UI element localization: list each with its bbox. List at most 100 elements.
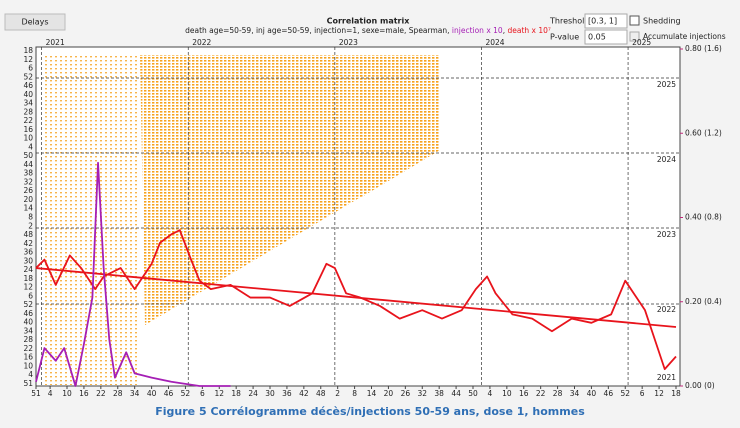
threshold-label: Threshold [549,17,589,26]
week-label: 40 [23,318,33,327]
x-tick-label: 6 [640,389,645,398]
matrix-year: 2025 [657,80,676,89]
x-tick-label: 16 [519,389,529,398]
accumulate-checkbox[interactable] [629,31,640,42]
x-tick-label: 4 [48,389,53,398]
series-line [35,229,677,371]
shedding-checkbox[interactable] [629,15,640,26]
x-tick-label: 20 [384,389,394,398]
y-tick-label: 0.60 (1.2) [685,128,722,137]
subtitle-sep: , [503,26,508,35]
year-label: 2025 [632,38,651,47]
week-label: 10 [23,134,33,143]
y-tick-label: 0.20 (0.4) [685,297,722,306]
week-label: 42 [23,239,33,248]
week-label: 36 [23,248,33,257]
x-tick-label: 28 [553,389,563,398]
week-label: 48 [23,230,33,239]
week-label: 20 [23,195,33,204]
week-label: 28 [23,335,33,344]
x-tick-label: 48 [316,389,326,398]
y-tick-label: 0.40 (0.8) [685,213,722,222]
y-tick-label: 0.00 (0) [685,381,715,390]
heatmap-dense-2 [360,58,440,198]
x-tick-label: 52 [620,389,630,398]
y-tick-label: 0.80 (1.6) [685,44,722,53]
week-label: 52 [23,72,33,81]
subtitle-text: death age=50-59, inj age=50-59, injectio… [185,26,452,35]
x-tick-label: 8 [352,389,357,398]
week-label: 14 [23,204,33,213]
week-label: 34 [23,326,33,335]
year-label: 2021 [46,38,65,47]
series-line [35,267,677,328]
matrix-year: 2022 [657,305,676,314]
x-tick-label: 10 [502,389,512,398]
week-label: 6 [28,64,33,73]
shedding-label: Shedding [643,17,681,26]
week-label: 26 [23,186,33,195]
x-tick-label: 2 [335,389,340,398]
pvalue-label: P-value [550,33,579,42]
week-label: 52 [23,300,33,309]
x-tick-label: 10 [62,389,72,398]
x-tick-label: 52 [181,389,191,398]
pvalue-value: 0.05 [588,33,606,42]
x-tick-label: 46 [164,389,174,398]
x-tick-label: 6 [200,389,205,398]
week-label: 8 [28,213,33,222]
x-tick-label: 16 [79,389,89,398]
x-tick-label: 42 [299,389,309,398]
delays-button[interactable] [4,13,66,31]
matrix-year: 2021 [657,373,676,382]
year-label: 2022 [192,38,211,47]
week-label: 16 [23,353,33,362]
week-label: 6 [28,291,33,300]
threshold-select[interactable] [584,13,628,29]
x-tick-label: 26 [401,389,411,398]
x-tick-label: 24 [248,389,258,398]
year-label: 2023 [339,38,358,47]
week-label: 34 [23,99,33,108]
x-tick-label: 34 [570,389,580,398]
week-label: 38 [23,169,33,178]
caption: Figure 5 Corrélogramme décès/injections … [155,405,585,418]
week-label: 18 [23,274,33,283]
x-tick-label: 30 [265,389,275,398]
matrix-year: 2023 [657,230,676,239]
week-label: 46 [23,81,33,90]
x-tick-label: 22 [96,389,106,398]
week-label: 4 [28,370,33,379]
week-label: 2 [28,221,33,230]
week-label: 44 [23,160,33,169]
week-label: 22 [23,116,33,125]
matrix-year: 2024 [657,155,676,164]
week-label: 12 [23,283,33,292]
x-tick-label: 14 [367,389,377,398]
week-label: 50 [23,151,33,160]
week-label: 28 [23,107,33,116]
x-tick-label: 32 [417,389,427,398]
x-tick-label: 40 [587,389,597,398]
x-tick-label: 36 [282,389,292,398]
x-tick-label: 44 [451,389,461,398]
chart-title: Correlation matrix [327,17,411,26]
x-tick-label: 12 [214,389,224,398]
pvalue-select[interactable] [584,29,628,45]
threshold-value: [0.3, 1] [588,17,617,26]
x-tick-label: 18 [231,389,241,398]
subtitle-death: death x 10⁷ [507,26,550,35]
week-label: 16 [23,125,33,134]
accumulate-label: Accumulate injections [643,32,726,41]
week-label: 22 [23,344,33,353]
x-tick-label: 22 [536,389,546,398]
x-tick-label: 51 [31,389,41,398]
week-label: 51 [23,379,33,388]
x-tick-label: 34 [130,389,140,398]
week-label: 24 [23,265,33,274]
x-tick-label: 40 [147,389,157,398]
x-tick-label: 38 [434,389,444,398]
x-tick-label: 4 [488,389,493,398]
chart-subtitle: death age=50-59, inj age=50-59, injectio… [185,26,551,35]
